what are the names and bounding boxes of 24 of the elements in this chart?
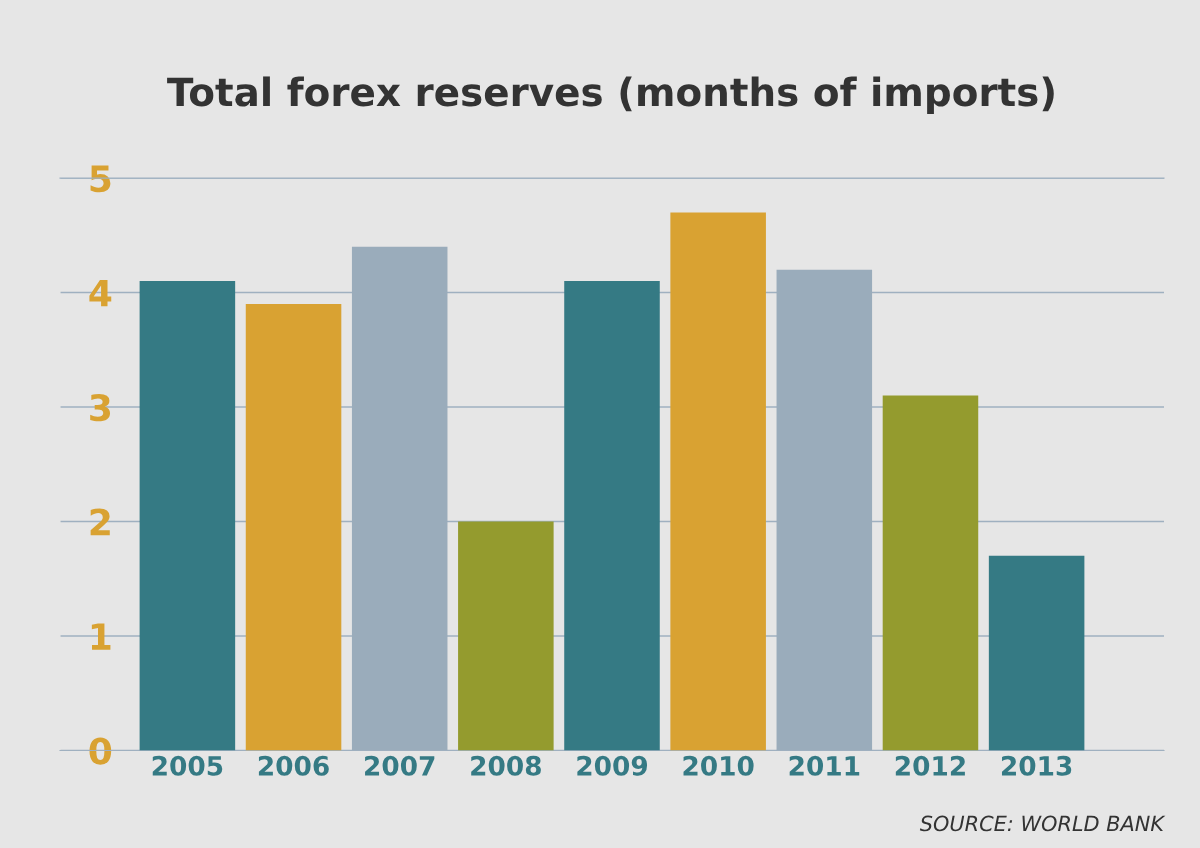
bar: [882, 395, 979, 751]
y-tick-label: 4: [89, 279, 112, 307]
bar: [245, 304, 342, 751]
y-tick-label: 2: [90, 508, 110, 536]
bar: [988, 555, 1085, 751]
x-tick-label: 2012: [895, 755, 965, 776]
bar: [564, 281, 660, 751]
chart-title: Total forex reserves (months of imports): [167, 76, 1054, 115]
x-tick-label: 2005: [152, 755, 223, 776]
bar: [139, 281, 236, 751]
bar: [670, 212, 766, 751]
x-tick-label: 2006: [258, 755, 329, 776]
x-tick-label: 2013: [1001, 755, 1072, 776]
x-tick-label: 2007: [365, 755, 435, 776]
y-tick-label: 0: [89, 737, 112, 765]
x-tick-label: 2011: [789, 755, 860, 776]
source-note: SOURCE: WORLD BANK: [919, 815, 1166, 832]
y-tick-label: 3: [90, 393, 111, 422]
x-tick-label: 2008: [471, 755, 541, 776]
x-tick-label: 2010: [683, 755, 754, 776]
y-tick-label: 1: [91, 623, 111, 650]
y-tick-label: 5: [90, 165, 111, 193]
x-tick-label: 2009: [577, 755, 648, 776]
bar: [458, 521, 554, 751]
